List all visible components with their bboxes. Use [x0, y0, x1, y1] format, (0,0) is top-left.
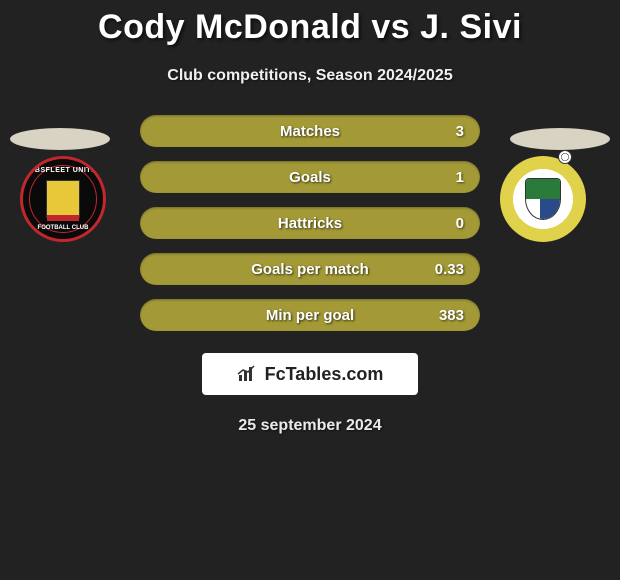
stat-row-goals: Goals 1 — [140, 161, 480, 193]
watermark-text: FcTables.com — [265, 364, 384, 385]
stat-row-hattricks: Hattricks 0 — [140, 207, 480, 239]
stat-right-value: 3 — [456, 123, 464, 140]
club-badge-left: EBBSFLEET UNITED FOOTBALL CLUB — [20, 156, 120, 242]
stat-right-value: 0.33 — [435, 261, 464, 278]
football-icon — [558, 150, 572, 164]
page-title: Cody McDonald vs J. Sivi — [0, 0, 620, 47]
sutton-logo — [500, 156, 586, 242]
date-text: 25 september 2024 — [0, 417, 620, 435]
stat-label: Matches — [280, 123, 340, 140]
stat-row-matches: Matches 3 — [140, 115, 480, 147]
stat-label: Goals — [289, 169, 331, 186]
ebbsfleet-logo: EBBSFLEET UNITED FOOTBALL CLUB — [20, 156, 106, 242]
subtitle: Club competitions, Season 2024/2025 — [0, 67, 620, 85]
club-badge-right — [500, 156, 600, 242]
shield-icon — [525, 178, 561, 220]
stat-right-value: 1 — [456, 169, 464, 186]
stat-right-value: 0 — [456, 215, 464, 232]
club-crest-icon — [46, 180, 80, 218]
chart-icon — [237, 365, 259, 383]
club-arc-bottom: FOOTBALL CLUB — [23, 225, 103, 231]
stat-label: Goals per match — [251, 261, 369, 278]
stat-label: Min per goal — [266, 307, 354, 324]
club-arc-top: EBBSFLEET UNITED — [23, 167, 103, 174]
watermark: FcTables.com — [202, 353, 418, 395]
stat-row-min-per-goal: Min per goal 383 — [140, 299, 480, 331]
stat-label: Hattricks — [278, 215, 342, 232]
stat-right-value: 383 — [439, 307, 464, 324]
stat-row-goals-per-match: Goals per match 0.33 — [140, 253, 480, 285]
